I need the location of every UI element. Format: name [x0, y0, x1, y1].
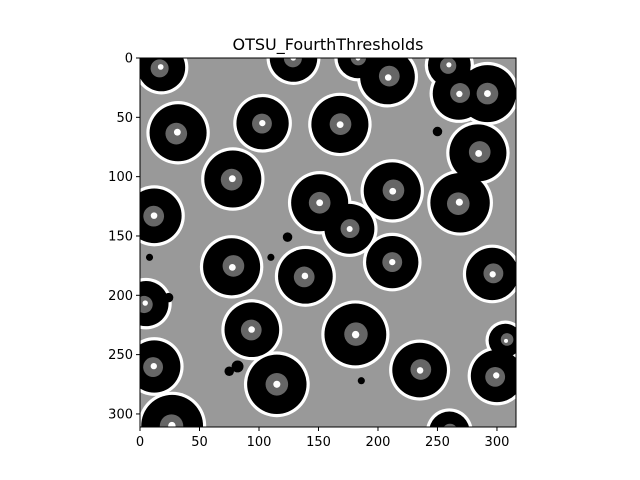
- nucleus-highlight: [316, 199, 324, 207]
- nucleus-highlight: [447, 430, 452, 435]
- cell-nucleus: [443, 423, 457, 427]
- nucleus-highlight: [351, 330, 360, 339]
- cell-nucleus: [283, 58, 302, 68]
- nucleus-highlight: [456, 90, 463, 98]
- plot-title: OTSU_FourthThresholds: [233, 35, 424, 55]
- debris-spot: [267, 253, 275, 261]
- y-tick-label: 300: [108, 407, 133, 422]
- cell-body: [429, 411, 469, 427]
- debris-spot: [231, 360, 244, 373]
- x-tick-label: 50: [191, 435, 208, 450]
- nucleus-highlight: [259, 119, 266, 127]
- nucleus-highlight: [142, 300, 148, 306]
- nucleus-highlight: [301, 272, 309, 280]
- x-tick-label: 0: [136, 435, 144, 450]
- nucleus-highlight: [248, 326, 255, 333]
- nucleus-highlight: [389, 258, 396, 266]
- debris-spot: [163, 292, 174, 303]
- nucleus-highlight: [290, 58, 297, 61]
- nucleus-highlight: [484, 90, 491, 98]
- x-tick-label: 300: [485, 435, 510, 450]
- nucleus-highlight: [228, 263, 236, 271]
- y-tick-label: 150: [108, 229, 133, 244]
- cell-body: [140, 281, 169, 327]
- y-tick-label: 50: [116, 111, 133, 126]
- y-tick-label: 0: [125, 52, 133, 67]
- nucleus-highlight: [416, 367, 424, 374]
- nucleus-highlight: [455, 198, 463, 206]
- nucleus-highlight: [346, 226, 353, 233]
- debris-spot: [224, 366, 234, 376]
- cell-nucleus-layer: [140, 58, 514, 435]
- debris-spot: [432, 126, 443, 137]
- y-axis: 0 50 100 150 200 250 300: [108, 52, 140, 422]
- debris-spot-layer: [145, 126, 443, 385]
- x-tick-label: 250: [425, 435, 450, 450]
- y-tick-label: 100: [108, 170, 133, 185]
- nucleus-highlight: [355, 58, 361, 61]
- thresholded-image: [140, 58, 516, 435]
- nucleus-highlight: [475, 150, 483, 157]
- nucleus-highlight: [384, 74, 392, 81]
- x-tick-label: 150: [306, 435, 331, 450]
- nucleus-highlight: [504, 338, 509, 343]
- nucleus-highlight: [173, 128, 181, 136]
- nucleus-highlight: [389, 187, 397, 195]
- x-axis: 0 50 100 150 200 250 300: [136, 427, 510, 450]
- x-tick-label: 200: [366, 435, 391, 450]
- nucleus-highlight: [336, 121, 344, 129]
- nucleus-highlight: [489, 271, 496, 278]
- cell-body: [141, 394, 204, 427]
- nucleus-highlight: [446, 62, 452, 68]
- debris-spot: [282, 232, 293, 242]
- nucleus-highlight: [493, 372, 500, 379]
- x-tick-label: 100: [247, 435, 272, 450]
- cell-body: [269, 58, 318, 82]
- nucleus-highlight: [168, 421, 176, 427]
- cell-nucleus: [159, 414, 184, 427]
- nucleus-highlight: [150, 362, 157, 370]
- debris-spot: [357, 377, 365, 385]
- nucleus-highlight: [273, 380, 281, 388]
- nucleus-highlight: [228, 175, 236, 183]
- axes-frame: [139, 57, 517, 428]
- y-tick-label: 200: [108, 289, 133, 304]
- cell-nucleus: [350, 58, 367, 66]
- nucleus-highlight: [150, 212, 158, 219]
- nucleus-highlight: [157, 64, 164, 70]
- y-tick-label: 250: [108, 348, 133, 363]
- debris-spot: [145, 253, 154, 261]
